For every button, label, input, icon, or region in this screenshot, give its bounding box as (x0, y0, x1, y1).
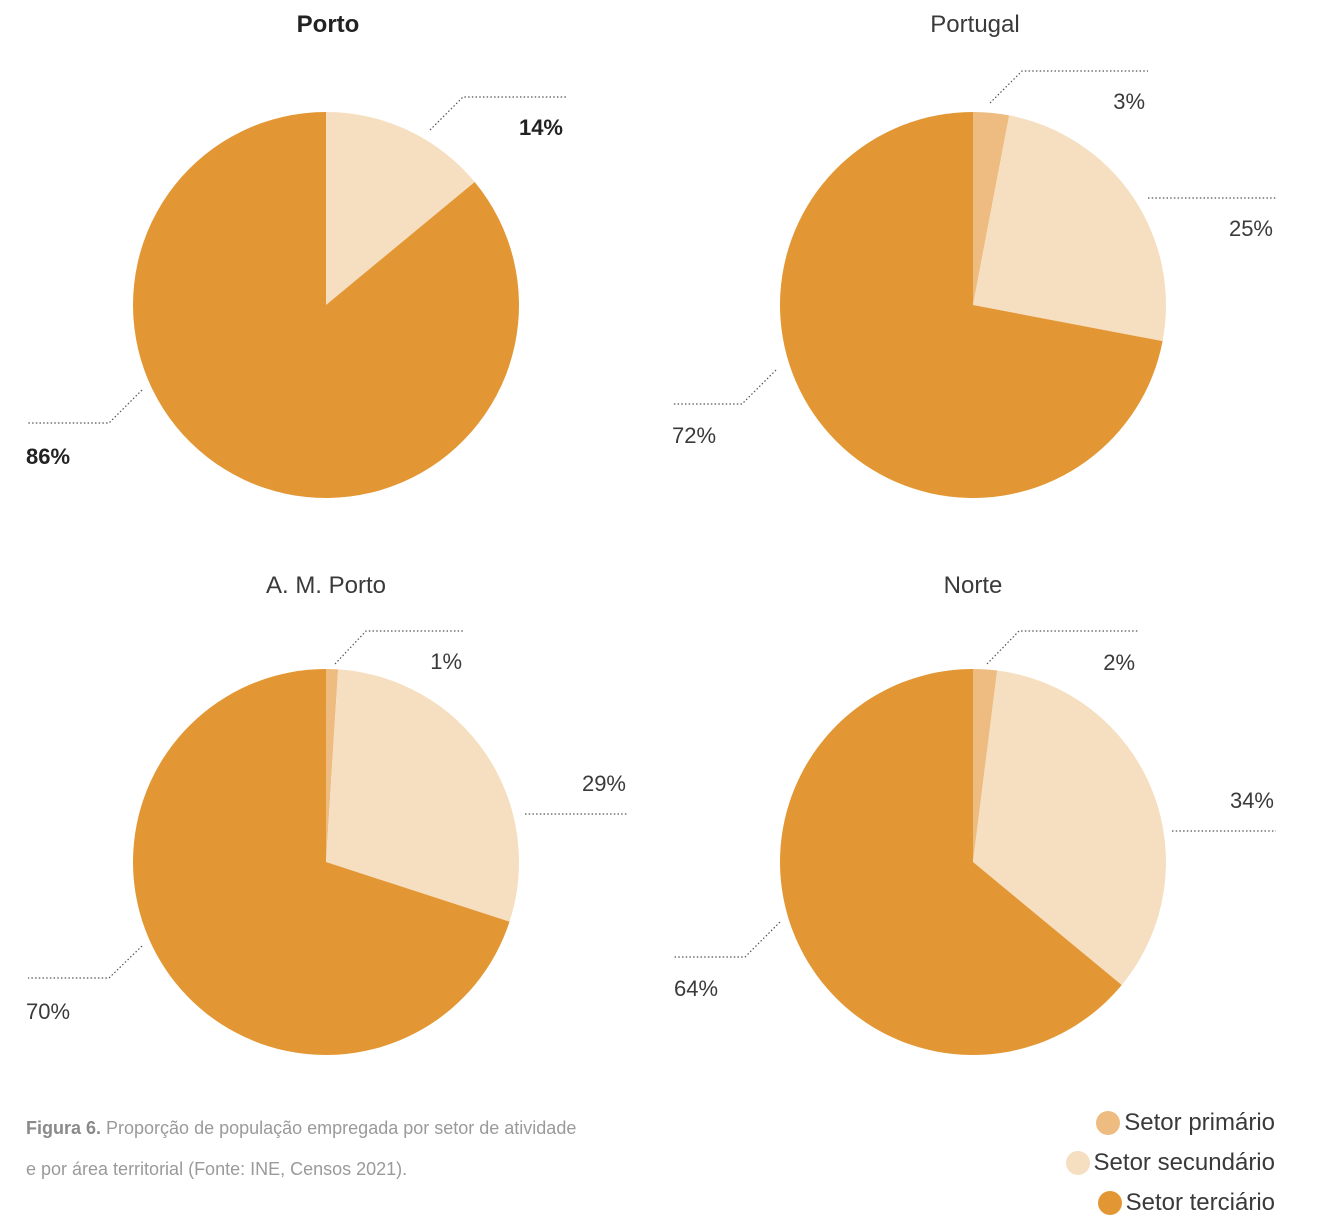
data-label-secondary: 14% (519, 115, 563, 140)
legend-label-terciario: Setor terciário (1125, 1189, 1275, 1216)
leader-line-tertiary (28, 945, 143, 979)
legend-swatch-secundario (1065, 1151, 1090, 1175)
legend-item-secundario: Setor secundário (1065, 1143, 1275, 1183)
pie-slice-secondary (973, 115, 1166, 342)
pie-slice-primary (326, 669, 339, 862)
leader-line-primary (334, 630, 465, 665)
data-label-tertiary: 70% (26, 999, 70, 1024)
legend: Setor primário Setor secundário Setor te… (1065, 1103, 1275, 1223)
pie-slice-secondary (326, 112, 475, 305)
legend-label-primario: Setor primário (1124, 1109, 1275, 1136)
pie-slice-tertiary (779, 112, 1163, 499)
data-label-primary: 2% (1103, 650, 1135, 675)
pie-slice-primary (973, 669, 998, 862)
figure-number: Figura 6. (26, 1118, 102, 1138)
leader-line-primary (989, 70, 1148, 104)
pie-chart-3: A. M. Porto 1% 29% 70% (26, 572, 628, 1056)
chart-title: Norte (944, 572, 1003, 599)
leader-line-primary (986, 630, 1138, 665)
chart-title: Porto (297, 11, 360, 38)
pie-chart-2: Portugal 3% 25% 72% (672, 11, 1276, 499)
pie-slice-secondary (973, 670, 1167, 986)
leader-line-tertiary (674, 921, 781, 958)
leader-line-tertiary (28, 389, 143, 424)
chart-title: Portugal (930, 11, 1019, 38)
legend-item-terciario: Setor terciário (1066, 1183, 1275, 1223)
figure-caption-text: Proporção de população empregada por set… (26, 1118, 577, 1179)
data-label-tertiary: 86% (26, 444, 70, 469)
figure-caption: Figura 6. Proporção de população emprega… (26, 1108, 586, 1190)
pie-slice-secondary (326, 669, 519, 922)
data-label-secondary: 34% (1230, 788, 1274, 813)
pie-slice-primary (973, 112, 1010, 305)
pie-slice-tertiary (132, 669, 510, 1056)
leader-line-secondary (429, 96, 566, 131)
data-label-primary: 1% (430, 649, 462, 674)
pie-slice-tertiary (779, 669, 1122, 1055)
data-label-primary: 3% (1113, 89, 1145, 114)
leader-line-tertiary (672, 369, 777, 405)
legend-swatch-primario (1096, 1111, 1121, 1135)
data-label-tertiary: 64% (674, 976, 718, 1001)
data-label-secondary: 29% (582, 771, 626, 796)
legend-swatch-terciario (1097, 1191, 1122, 1215)
pie-slice-tertiary (132, 112, 519, 499)
chart-title: A. M. Porto (266, 572, 386, 599)
legend-label-secundario: Setor secundário (1093, 1149, 1275, 1176)
data-label-secondary: 25% (1229, 216, 1273, 241)
pie-chart-4: Norte 2% 34% 64% (674, 572, 1276, 1055)
data-label-tertiary: 72% (672, 423, 716, 448)
legend-item-primario: Setor primário (1066, 1103, 1275, 1143)
pie-chart-1: Porto 14% 86% (26, 11, 566, 499)
